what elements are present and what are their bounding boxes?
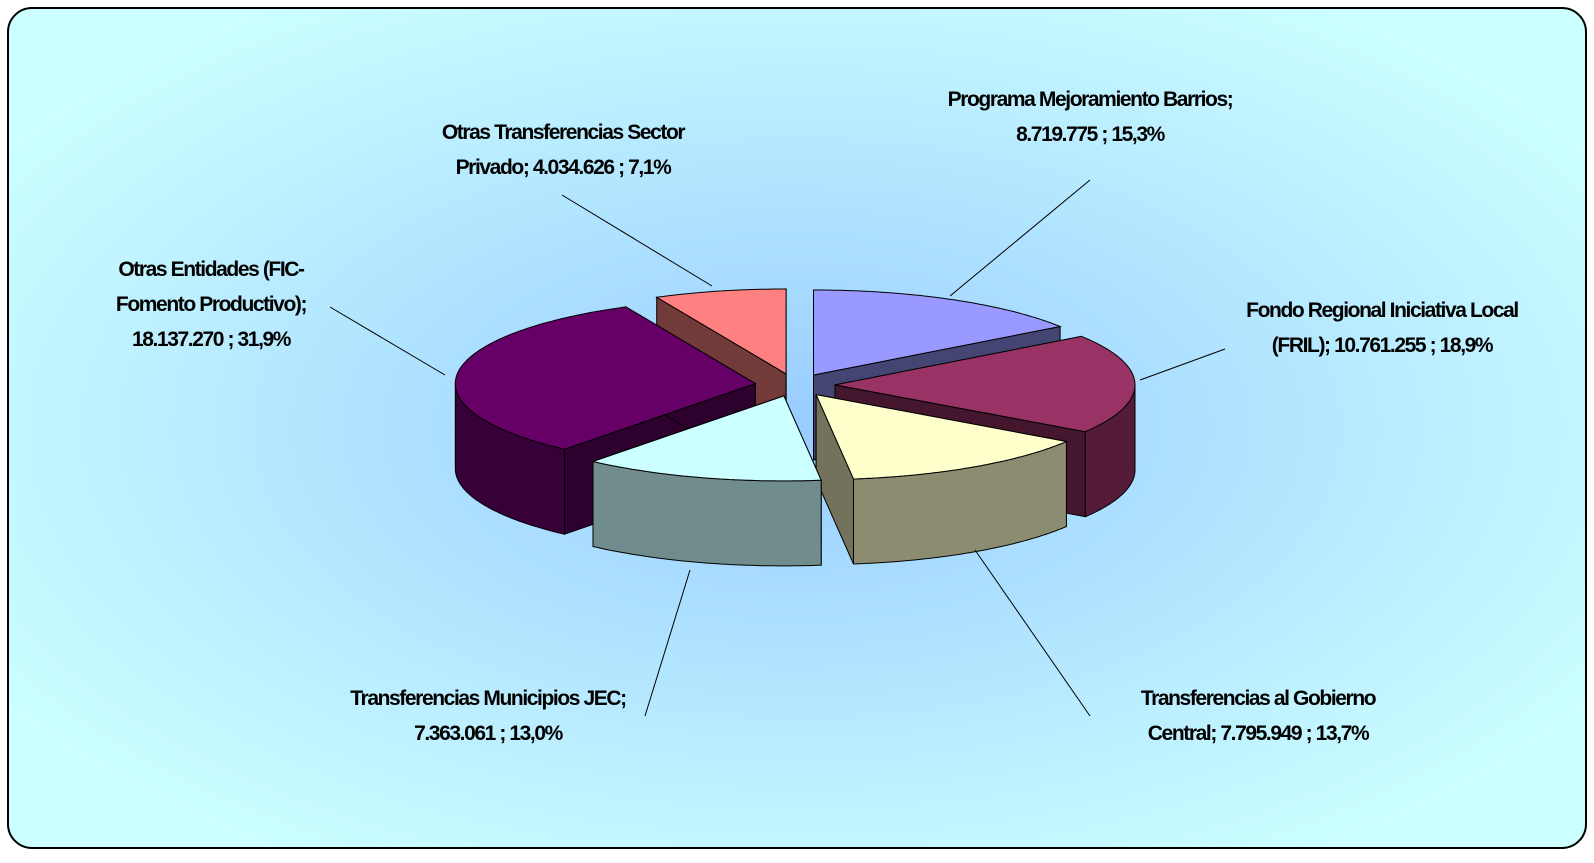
- separator: ;: [1101, 123, 1108, 146]
- leader-line: [949, 179, 1091, 297]
- value-label: 10.761.255: [1334, 334, 1427, 357]
- separator: ;: [1226, 88, 1234, 111]
- separator: ;: [522, 156, 530, 179]
- percentage-label: 18,9%: [1439, 334, 1494, 357]
- slice-top: [454, 306, 757, 450]
- category-name: Fondo Regional Iniciativa Local (FRIL): [1246, 299, 1519, 357]
- leader-line: [1139, 348, 1226, 381]
- slice-top: [813, 289, 1062, 376]
- percentage-label: 7,1%: [628, 156, 672, 179]
- leader-line: [561, 194, 713, 287]
- percentage-label: 13,7%: [1315, 722, 1370, 745]
- value-label: 4.034.626: [532, 156, 615, 179]
- separator: ;: [300, 293, 307, 316]
- category-name: Programa Mejoramiento Barrios: [947, 88, 1229, 111]
- slice-top: [591, 395, 822, 482]
- data-label: Otras Transferencias Sector Privado; 4.0…: [408, 115, 718, 185]
- separator: ;: [1324, 334, 1331, 357]
- slice-top: [815, 393, 1069, 480]
- separator: ;: [1210, 722, 1217, 745]
- leader-line: [644, 569, 691, 717]
- data-label: Transferencias al Gobierno Central; 7.79…: [1108, 681, 1408, 751]
- value-label: 18.137.270: [131, 328, 225, 351]
- category-name: Otras Transferencias Sector Privado: [441, 121, 686, 179]
- data-label: Fondo Regional Iniciativa Local (FRIL); …: [1232, 293, 1532, 363]
- percentage-label: 13,0%: [509, 722, 563, 745]
- value-label: 7.363.061: [414, 722, 496, 745]
- slice-top: [655, 288, 787, 375]
- slice-top: [834, 335, 1136, 433]
- leader-line: [974, 549, 1091, 717]
- separator: ;: [499, 722, 506, 745]
- percentage-label: 15,3%: [1111, 123, 1165, 146]
- percentage-label: 31,9%: [237, 328, 292, 351]
- data-label: Otras Entidades (FIC-Fomento Productivo)…: [82, 252, 340, 357]
- separator: ;: [1429, 334, 1437, 357]
- value-label: 7.795.949: [1220, 722, 1302, 745]
- separator: ;: [1305, 722, 1313, 745]
- separator: ;: [227, 328, 234, 351]
- value-label: 8.719.775: [1016, 123, 1098, 146]
- separator: ;: [618, 156, 625, 179]
- category-name: Transferencias al Gobierno Central: [1140, 687, 1377, 745]
- data-label: Programa Mejoramiento Barrios; 8.719.775…: [940, 82, 1240, 152]
- category-name: Otras Entidades (FIC-Fomento Productivo): [115, 258, 305, 316]
- category-name: Transferencias Municipios JEC: [350, 687, 621, 710]
- data-label: Transferencias Municipios JEC; 7.363.061…: [338, 681, 638, 751]
- leader-line: [329, 306, 446, 376]
- separator: ;: [620, 687, 627, 710]
